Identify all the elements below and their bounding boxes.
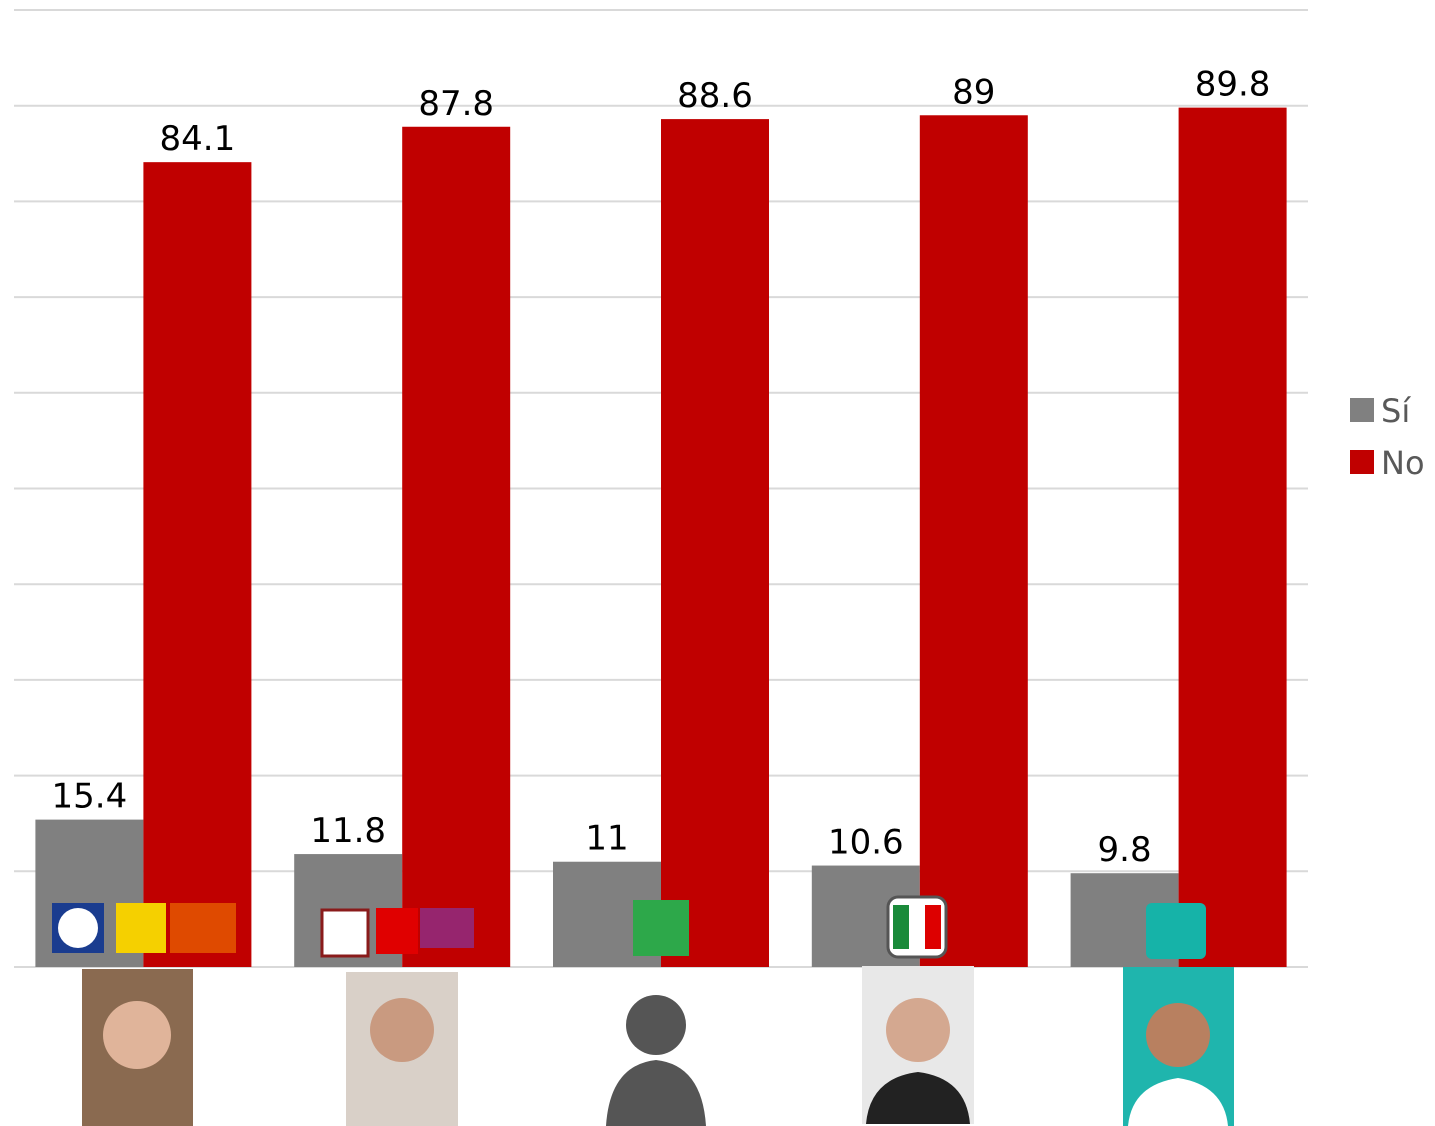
photo xyxy=(606,1060,706,1126)
photo xyxy=(1146,1003,1210,1067)
data-label: 9.8 xyxy=(1098,830,1152,870)
data-label: 88.6 xyxy=(677,76,753,116)
logo-morena xyxy=(320,908,370,958)
photo xyxy=(1128,1078,1228,1126)
legend-swatch xyxy=(1350,398,1374,422)
data-label: 87.8 xyxy=(418,84,494,124)
legend-swatch xyxy=(1350,450,1374,474)
logo-mc xyxy=(170,903,236,953)
data-label: 89 xyxy=(952,72,995,112)
logo-pri xyxy=(925,905,941,949)
photo xyxy=(626,995,686,1055)
bar xyxy=(661,119,769,967)
data-label: 15.4 xyxy=(52,777,128,817)
photo xyxy=(103,1001,171,1069)
data-label: 11.8 xyxy=(310,811,386,851)
bar xyxy=(1178,107,1287,967)
candidate-photos xyxy=(82,966,1234,1126)
legend: Sí No xyxy=(1350,392,1425,482)
data-label: 10.6 xyxy=(828,823,904,863)
bar xyxy=(143,162,252,968)
bar xyxy=(919,115,1028,967)
photo xyxy=(886,998,950,1062)
logo-prd xyxy=(116,903,166,953)
logo-pan xyxy=(58,908,98,948)
party-logos xyxy=(52,895,1206,959)
plot: 15.4 84.1 11.8 87.8 11 88.6 10.6 89 9.8 89.8 xyxy=(14,9,1308,968)
bar xyxy=(402,126,511,967)
data-label: 11 xyxy=(585,819,628,859)
photo xyxy=(866,1072,970,1124)
data-label: 89.8 xyxy=(1195,65,1271,105)
photo xyxy=(370,998,434,1062)
logo-pes xyxy=(420,908,474,948)
logo-pt xyxy=(376,908,418,954)
logo-pri xyxy=(893,905,909,949)
data-label: 84.1 xyxy=(160,119,236,159)
legend-label: Sí xyxy=(1381,392,1411,430)
logo-verde xyxy=(633,900,689,956)
logo-alianza xyxy=(1146,903,1206,959)
legend-label: No xyxy=(1381,444,1425,482)
